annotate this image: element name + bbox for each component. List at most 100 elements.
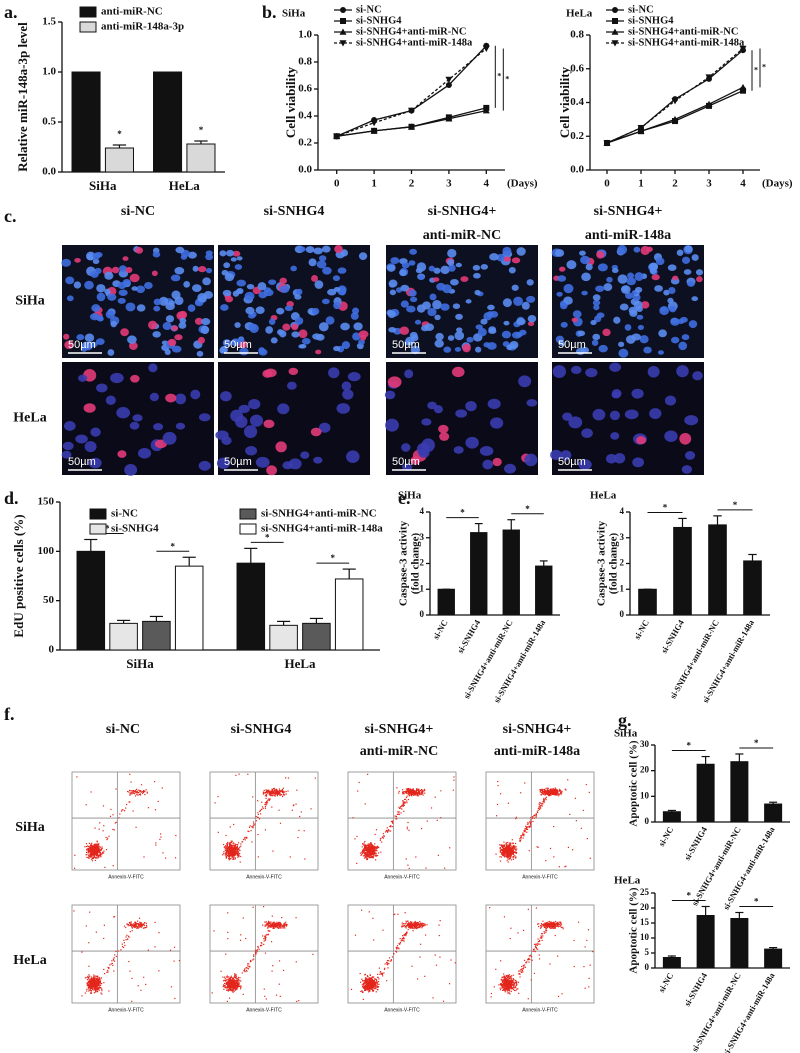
event-dot [542, 789, 543, 790]
event-dot [240, 846, 241, 847]
event-dot [235, 853, 236, 854]
event-dot [315, 778, 316, 779]
nucleus [169, 300, 175, 305]
event-dot [507, 860, 508, 861]
event-dot [230, 826, 231, 827]
event-dot [245, 971, 246, 972]
nucleus [553, 365, 566, 378]
event-dot [543, 801, 544, 802]
event-dot [513, 854, 514, 855]
event-dot [97, 857, 98, 858]
event-dot [266, 801, 267, 802]
event-dot [258, 856, 259, 857]
event-dot [100, 852, 101, 853]
flow-plot: Annexin-V-FITC [348, 905, 456, 1013]
nucleus [618, 342, 624, 347]
event-dot [89, 851, 90, 852]
event-dot [98, 979, 99, 980]
event-dot [583, 810, 584, 811]
event-dot [268, 925, 269, 926]
event-dot [96, 985, 97, 986]
event-dot [364, 845, 365, 846]
event-dot [213, 930, 214, 931]
event-dot [223, 989, 224, 990]
event-dot [273, 925, 274, 926]
event-dot [290, 856, 291, 857]
event-dot [86, 989, 87, 990]
event-dot [424, 790, 425, 791]
event-dot [266, 998, 267, 999]
nucleus [466, 299, 472, 303]
event-dot [237, 982, 238, 983]
nucleus [174, 334, 182, 340]
nucleus [234, 322, 240, 328]
micrograph: 50µm [62, 362, 214, 476]
nucleus [522, 302, 530, 310]
event-dot [270, 925, 271, 926]
event-dot [100, 849, 101, 850]
event-dot [519, 838, 520, 839]
event-dot [91, 791, 92, 792]
event-dot [375, 988, 376, 989]
nucleus [90, 271, 98, 278]
event-dot [128, 791, 129, 792]
nucleus [96, 338, 105, 345]
scale-bar-label: 50µm [224, 339, 252, 351]
event-dot [257, 800, 258, 801]
event-dot [237, 988, 238, 989]
event-dot [101, 846, 102, 847]
column-label: si-SNHG4+ [503, 722, 572, 737]
nucleus [117, 450, 126, 458]
event-dot [247, 968, 248, 969]
event-dot [95, 991, 96, 992]
event-dot [269, 931, 270, 932]
flow-plot: Annexin-V-FITC [72, 772, 180, 880]
nucleus [250, 415, 263, 427]
nucleus [555, 249, 564, 257]
event-dot [103, 830, 104, 831]
event-dot [366, 846, 367, 847]
event-dot [373, 848, 374, 849]
event-dot [549, 795, 550, 796]
nucleus [201, 326, 209, 334]
event-dot [108, 836, 109, 837]
nucleus [658, 350, 664, 355]
event-dot [238, 977, 239, 978]
nucleus [84, 281, 94, 290]
event-dot [240, 988, 241, 989]
event-dot [234, 845, 235, 846]
nucleus [148, 363, 157, 372]
event-dot [400, 812, 401, 813]
event-dot [94, 976, 95, 977]
event-dot [232, 992, 233, 993]
event-dot [174, 998, 175, 999]
event-dot [367, 774, 368, 775]
event-dot [376, 991, 377, 992]
event-dot [542, 805, 543, 806]
event-dot [378, 978, 379, 979]
nucleus [482, 460, 493, 470]
event-dot [243, 994, 244, 995]
nucleus [306, 246, 315, 253]
event-dot [144, 927, 145, 928]
nucleus [473, 265, 480, 271]
event-dot [504, 846, 505, 847]
event-dot [364, 855, 365, 856]
event-dot [565, 866, 566, 867]
nucleus [450, 279, 459, 286]
event-dot [234, 979, 235, 980]
event-dot [231, 846, 232, 847]
event-dot [128, 802, 129, 803]
event-dot [114, 961, 115, 962]
nucleus [410, 332, 418, 339]
event-dot [529, 821, 530, 822]
column-label: si-NC [106, 722, 140, 737]
nucleus [152, 271, 158, 277]
event-dot [453, 780, 454, 781]
event-dot [223, 984, 224, 985]
event-dot [100, 981, 101, 982]
nucleus [247, 284, 255, 289]
event-dot [280, 924, 281, 925]
event-dot [285, 922, 286, 923]
event-dot [250, 961, 251, 962]
